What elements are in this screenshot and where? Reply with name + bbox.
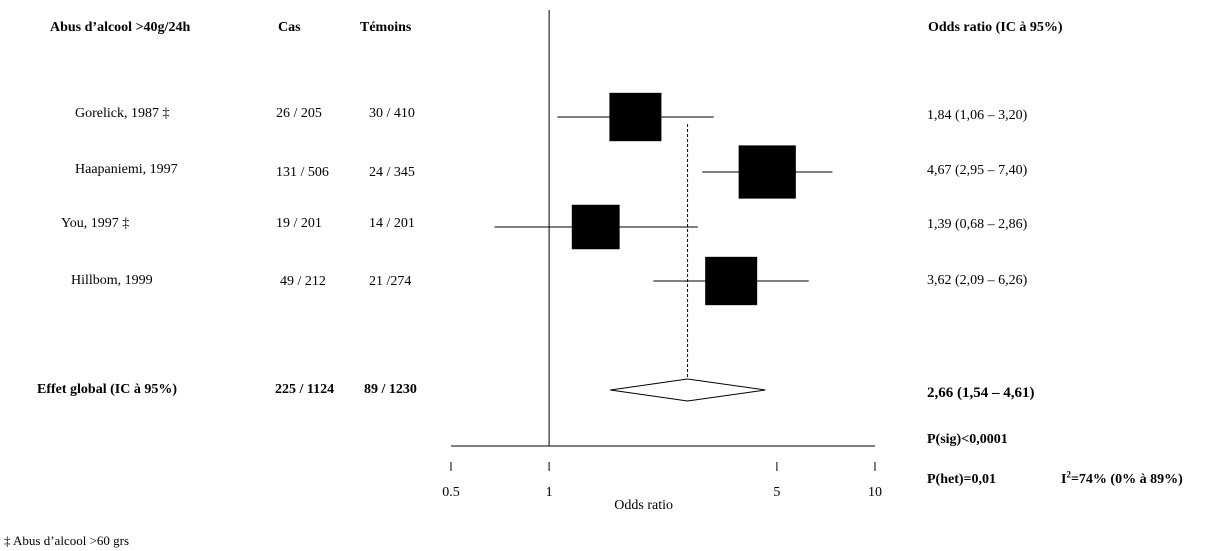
x-tick-label: 5	[773, 485, 780, 500]
study-or-text: 1,84 (1,06 – 3,20)	[927, 108, 1028, 123]
header-controls: Témoins	[360, 20, 412, 35]
study-label: You, 1997 ‡	[61, 216, 130, 231]
header-cases: Cas	[278, 20, 301, 35]
overall-diamond	[610, 378, 766, 402]
or-square-marker	[705, 256, 758, 306]
study-controls: 21 /274	[369, 274, 412, 289]
i-squared: I2=74% (0% à 89%)	[1061, 469, 1183, 488]
study-label: Hillbom, 1999	[71, 273, 153, 288]
overall-controls: 89 / 1230	[364, 382, 417, 397]
i-squared-superscript: 2	[1066, 469, 1071, 480]
study-controls: 24 / 345	[369, 165, 415, 180]
p-sig: P(sig)<0,0001	[927, 432, 1008, 447]
i-squared-value: =74% (0% à 89%)	[1070, 472, 1183, 487]
study-controls: 30 / 410	[369, 106, 415, 121]
overall-label: Effet global (IC à 95%)	[37, 382, 177, 397]
study-or-text: 4,67 (2,95 – 7,40)	[927, 163, 1028, 178]
x-tick-label: 1	[546, 485, 553, 500]
study-or-text: 1,39 (0,68 – 2,86)	[927, 217, 1028, 232]
study-cases: 19 / 201	[276, 216, 322, 231]
p-het: P(het)=0,01	[927, 472, 997, 487]
header-study: Abus d’alcool >40g/24h	[50, 20, 191, 35]
i-squared-letter: I	[1061, 472, 1067, 487]
x-axis-label: Odds ratio	[614, 498, 673, 513]
study-cases: 26 / 205	[276, 106, 322, 121]
or-square-marker	[738, 145, 796, 199]
x-tick-label: 10	[868, 485, 882, 500]
footnote: ‡ Abus d’alcool >60 grs	[4, 533, 130, 548]
study-cases: 131 / 506	[276, 165, 329, 180]
overall-cases: 225 / 1124	[275, 382, 335, 397]
study-controls: 14 / 201	[369, 216, 415, 231]
study-label: Haapaniemi, 1997	[75, 162, 178, 177]
header-or-ci: Odds ratio (IC à 95%)	[928, 20, 1063, 35]
overall-or-text: 2,66 (1,54 – 4,61)	[927, 385, 1035, 401]
study-or-text: 3,62 (2,09 – 6,26)	[927, 273, 1028, 288]
study-label: Gorelick, 1987 ‡	[75, 106, 170, 121]
study-cases: 49 / 212	[280, 274, 326, 289]
or-square-marker	[609, 92, 662, 142]
x-tick-label: 0.5	[442, 485, 460, 500]
or-square-marker	[571, 204, 620, 250]
